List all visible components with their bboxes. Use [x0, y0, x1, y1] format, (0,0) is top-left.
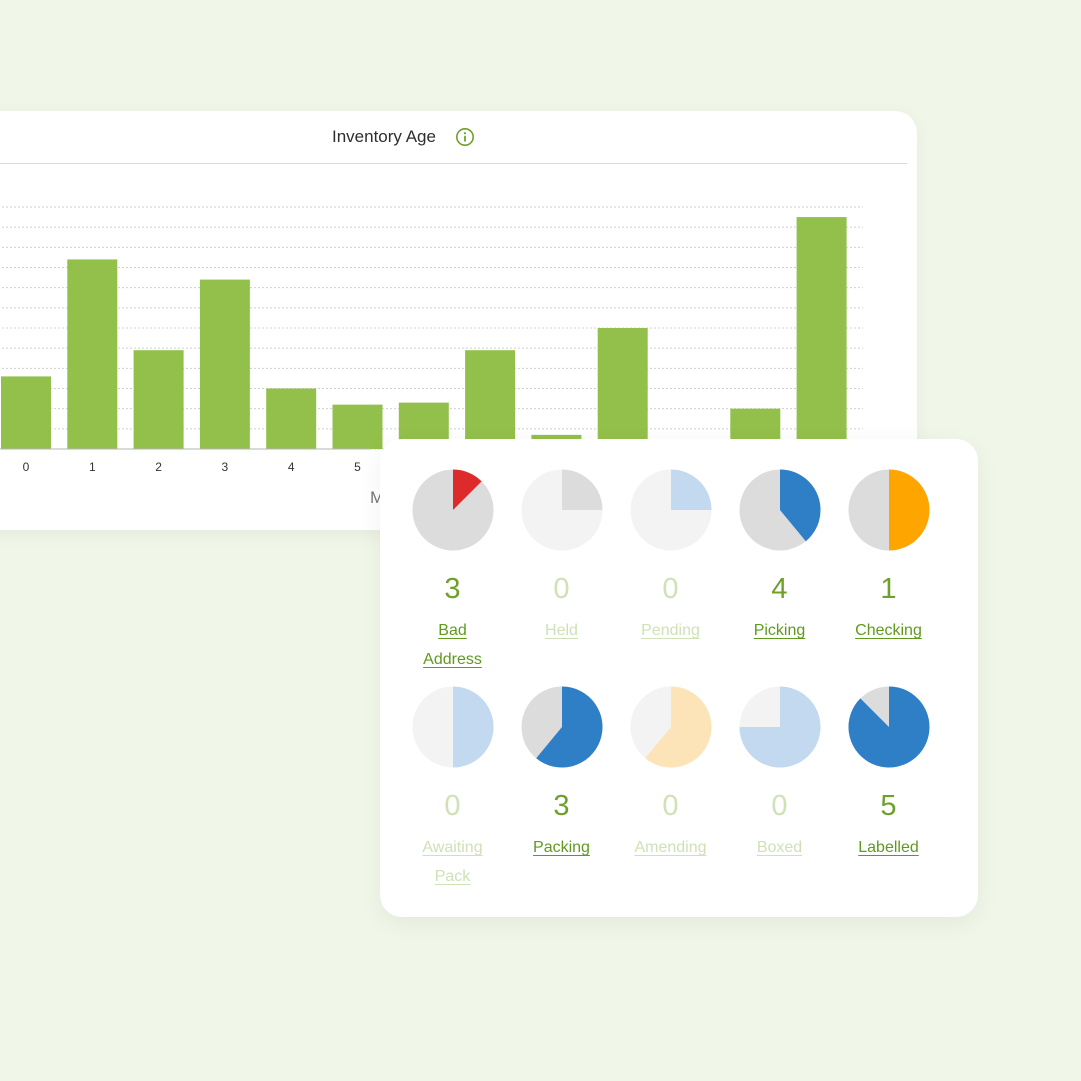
bar-5[interactable] [332, 404, 383, 449]
x-tick-label: 1 [89, 460, 96, 474]
status-link[interactable]: Picking [753, 622, 806, 639]
bar-3[interactable] [199, 279, 250, 449]
pie-icon [630, 686, 711, 768]
x-tick-label: 3 [222, 460, 229, 474]
status-count: 3 [553, 790, 570, 822]
status-count: 4 [771, 573, 788, 605]
pie-slice [779, 469, 821, 542]
pie-slice [739, 686, 820, 768]
status-tile-boxed[interactable]: 0 Boxed [725, 686, 834, 862]
status-tile-checking[interactable]: 1 Checking [834, 469, 943, 645]
status-tile-awaiting-pack[interactable]: 0 Awaiting Pack [398, 686, 507, 891]
chart-bars [1, 217, 847, 449]
bar-1[interactable] [67, 259, 118, 449]
x-tick-label: 5 [354, 460, 361, 474]
status-tile-bad-address[interactable]: 3 Bad Address [398, 469, 507, 674]
status-count: 0 [553, 573, 570, 605]
status-tile-picking[interactable]: 4 Picking [725, 469, 834, 645]
pie-slice [644, 686, 711, 768]
status-tile-pending[interactable]: 0 Pending [616, 469, 725, 645]
x-tick-label: 0 [23, 460, 30, 474]
pie-icon [412, 686, 493, 768]
status-link[interactable]: Held [545, 622, 578, 639]
pie-icon [848, 469, 929, 551]
info-icon[interactable] [455, 127, 475, 147]
status-link[interactable]: Packing [533, 839, 590, 856]
pie-slice [670, 469, 711, 510]
pie-icon [630, 469, 711, 551]
status-link[interactable]: Boxed [756, 839, 803, 856]
bar-0[interactable] [1, 376, 51, 449]
status-count: 0 [662, 573, 679, 605]
bar-2[interactable] [133, 350, 184, 449]
x-tick-labels: 0 1 2 3 4 5 [23, 460, 362, 474]
chart-title: Inventory Age [332, 127, 436, 146]
pie-slice [561, 469, 602, 510]
bar-12[interactable] [796, 217, 847, 449]
pie-icon [739, 686, 820, 768]
status-tile-held[interactable]: 0 Held [507, 469, 616, 645]
pie-icon [412, 469, 493, 551]
pie-slice [888, 469, 929, 551]
x-tick-label: 4 [288, 460, 295, 474]
pie-slice [847, 686, 929, 768]
status-link[interactable]: Awaiting Pack [422, 839, 483, 885]
bar-9[interactable] [597, 328, 648, 449]
pie-icon [847, 686, 929, 768]
status-count: 3 [444, 573, 461, 605]
pie-slice [452, 469, 482, 510]
bar-4[interactable] [266, 388, 317, 450]
pie-icon [739, 469, 821, 551]
status-tile-labelled[interactable]: 5 Labelled [834, 686, 943, 862]
pie-slice [452, 686, 493, 768]
status-tile-amending[interactable]: 0 Amending [616, 686, 725, 862]
status-link[interactable]: Amending [634, 839, 707, 856]
status-count: 5 [880, 790, 897, 822]
status-link[interactable]: Checking [855, 622, 922, 639]
chart-header: Inventory Age [0, 111, 907, 164]
pie-icon [521, 686, 602, 768]
bar-7[interactable] [465, 350, 516, 449]
status-count: 0 [444, 790, 461, 822]
status-tile-packing[interactable]: 3 Packing [507, 686, 616, 862]
status-count: 0 [771, 790, 788, 822]
status-link[interactable]: Labelled [858, 839, 919, 856]
pie-icon [521, 469, 602, 551]
status-link[interactable]: Bad Address [423, 622, 482, 668]
status-count: 0 [662, 790, 679, 822]
pie-slice [535, 686, 602, 768]
x-tick-label: 2 [155, 460, 162, 474]
status-link[interactable]: Pending [641, 622, 700, 639]
order-status-card: 3 Bad Address 0 Held 0 Pending 4 Picking 1 Checki… [380, 439, 978, 917]
status-count: 1 [880, 573, 897, 605]
